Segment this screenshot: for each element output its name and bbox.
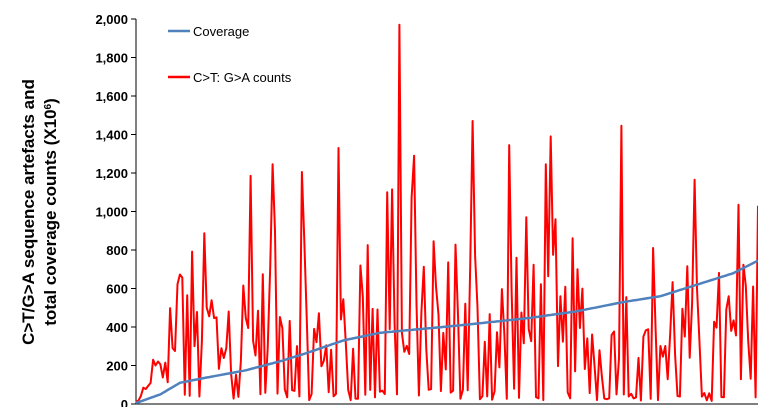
legend: Coverage C>T: G>A counts	[168, 24, 292, 85]
y-tick-label: 400	[106, 320, 128, 335]
y-axis-label-text: total coverage counts (X10	[41, 109, 60, 325]
y-tick-label: 1,800	[95, 51, 128, 66]
y-axis-label-line1: C>T/G>A sequence artefacts and	[19, 79, 38, 345]
legend-label-coverage: Coverage	[193, 24, 249, 39]
y-tick-label: 200	[106, 359, 128, 374]
series-line-coverage	[135, 259, 758, 405]
y-axis-label-close: )	[41, 98, 60, 104]
y-axis-label-superscript: 6	[43, 103, 54, 109]
y-axis-label: C>T/G>A sequence artefacts and total cov…	[19, 79, 60, 345]
y-tick-label: 1,600	[95, 89, 128, 104]
legend-label-ct-counts: C>T: G>A counts	[193, 70, 292, 85]
y-tick-label: 1,200	[95, 166, 128, 181]
series-line-ct-counts	[135, 23, 758, 403]
y-tick-label: 800	[106, 243, 128, 258]
y-tick-label: 1,400	[95, 128, 128, 143]
y-tick-label: 0	[121, 397, 128, 407]
y-tick-label: 2,000	[95, 12, 128, 27]
y-tick-label: 600	[106, 282, 128, 297]
y-ticks: 0 200 400 600 800 1,000 1,200 1,400 1,600 1,800 2,…	[95, 12, 136, 407]
series-group	[135, 23, 758, 405]
y-tick-label: 1,000	[95, 205, 128, 220]
y-axis-label-line2: total coverage counts (X106)	[41, 98, 60, 326]
